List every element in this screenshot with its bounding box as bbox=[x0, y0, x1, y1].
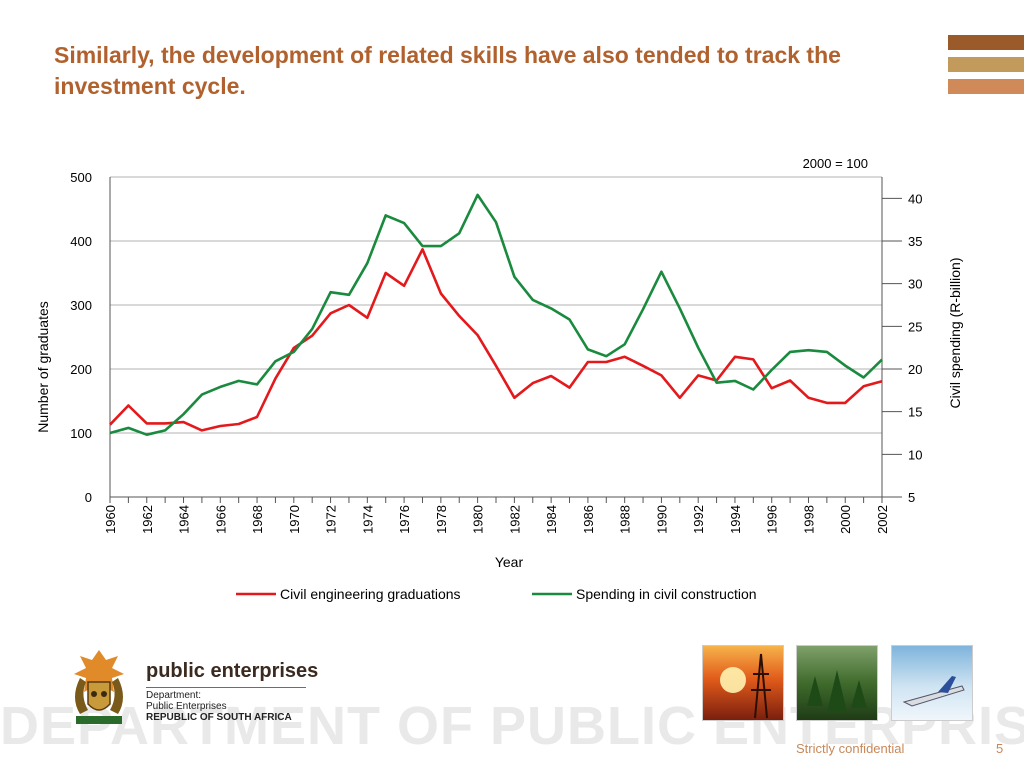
x-tick-label: 1988 bbox=[618, 505, 633, 534]
x-tick-label: 1976 bbox=[397, 505, 412, 534]
y-right-tick-label: 15 bbox=[908, 405, 922, 420]
x-tick-label: 1968 bbox=[250, 505, 265, 534]
x-tick-label: 1974 bbox=[360, 505, 375, 534]
x-tick-label: 1986 bbox=[581, 505, 596, 534]
y-right-tick-label: 30 bbox=[908, 277, 922, 292]
y-left-tick-label: 400 bbox=[70, 234, 92, 249]
sunset-pylon-photo bbox=[702, 645, 784, 721]
x-axis-title: Year bbox=[495, 554, 524, 570]
dept-country: REPUBLIC OF SOUTH AFRICA bbox=[146, 712, 292, 723]
forest-photo bbox=[796, 645, 878, 721]
y-right-tick-label: 35 bbox=[908, 234, 922, 249]
legend-label: Spending in civil construction bbox=[576, 586, 757, 602]
x-tick-label: 2000 bbox=[838, 505, 853, 534]
series-lines bbox=[109, 193, 883, 437]
x-tick-label: 1966 bbox=[213, 505, 228, 534]
y-left-tick-label: 0 bbox=[85, 490, 92, 505]
right-axis-note: 2000 = 100 bbox=[803, 156, 868, 171]
dept-line: Department: bbox=[146, 690, 202, 701]
brand-divider bbox=[146, 687, 306, 688]
corner-accent-bar bbox=[948, 79, 1024, 94]
y-right-tick-label: 40 bbox=[908, 191, 922, 206]
x-tick-label: 1990 bbox=[654, 505, 669, 534]
x-tick-label: 1972 bbox=[324, 505, 339, 534]
x-tick-label: 1964 bbox=[177, 505, 192, 534]
coat-of-arms-logo bbox=[74, 650, 124, 724]
x-tick-label: 1980 bbox=[471, 505, 486, 534]
brand-name: public enterprises bbox=[146, 660, 319, 682]
y-left-axis-title: Number of graduates bbox=[35, 301, 51, 433]
axes bbox=[109, 177, 902, 503]
x-tick-label: 1992 bbox=[691, 505, 706, 534]
y-right-axis-title: Civil spending (R-billion) bbox=[947, 258, 963, 409]
x-tick-label: 1962 bbox=[140, 505, 155, 534]
page-number: 5 bbox=[996, 741, 1004, 756]
y-right-tick-label: 10 bbox=[908, 447, 922, 462]
department-block: Department: Public Enterprises REPUBLIC … bbox=[146, 690, 292, 723]
x-tick-label: 1998 bbox=[801, 505, 816, 534]
legend: Civil engineering graduations Spending in… bbox=[236, 586, 757, 602]
x-tick-label: 1970 bbox=[287, 505, 302, 534]
airplane-photo bbox=[891, 645, 973, 721]
corner-accent-bar bbox=[948, 35, 1024, 50]
y-left-tick-label: 100 bbox=[70, 426, 92, 441]
slide-title: Similarly, the development of related sk… bbox=[54, 42, 841, 99]
x-tick-label: 1984 bbox=[544, 505, 559, 534]
corner-accent-bar bbox=[948, 57, 1024, 72]
y-left-tick-label: 200 bbox=[70, 362, 92, 377]
y-left-tick-label: 300 bbox=[70, 298, 92, 313]
x-tick-label: 1982 bbox=[507, 505, 522, 534]
axis-labels: 0 100 200 300 400 500 5 10 15 20 25 30 35 40 1960 1962 1… bbox=[35, 156, 963, 570]
line-chart: 0 100 200 300 400 500 5 10 15 20 25 30 35 40 1960 1962 1… bbox=[35, 156, 963, 602]
x-tick-label: 2002 bbox=[875, 505, 890, 534]
series-line-0 bbox=[109, 248, 883, 432]
x-tick-label: 1994 bbox=[728, 505, 743, 534]
dept-line: Public Enterprises bbox=[146, 701, 227, 712]
legend-label: Civil engineering graduations bbox=[280, 586, 461, 602]
y-right-tick-label: 20 bbox=[908, 362, 922, 377]
y-right-tick-label: 5 bbox=[908, 490, 915, 505]
chart-area: 0 100 200 300 400 500 5 10 15 20 25 30 35 40 1960 1962 1… bbox=[0, 140, 1024, 620]
confidential-label: Strictly confidential bbox=[796, 741, 905, 756]
x-tick-label: 1960 bbox=[103, 505, 118, 534]
y-left-tick-label: 500 bbox=[70, 170, 92, 185]
x-tick-label: 1996 bbox=[765, 505, 780, 534]
x-tick-label: 1978 bbox=[434, 505, 449, 534]
y-right-tick-label: 25 bbox=[908, 319, 922, 334]
series-line-1 bbox=[109, 193, 883, 437]
